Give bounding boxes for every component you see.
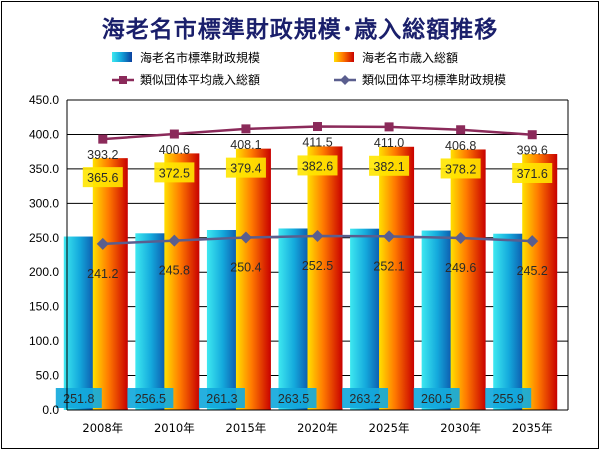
point-similar-avg-fiscal-scale [168,234,181,247]
x-tick-label: 2008年 [82,421,123,435]
y-tick-label: 100.0 [29,334,59,348]
point-similar-avg-fiscal-scale [454,232,467,245]
data-label-bg [198,388,245,408]
point-similar-avg-fiscal-scale [239,231,252,244]
data-label-similar-avg-revenue: 400.6 [159,143,190,157]
point-similar-avg-revenue [456,125,466,135]
bar-revenue-total [235,148,271,410]
point-similar-avg-fiscal-scale [383,230,396,243]
x-tick-label: 2020年 [297,421,338,435]
data-label-revenue-total: 382.1 [373,160,404,174]
legend-marker [119,76,127,84]
data-label-bg [270,388,317,408]
y-tick-label: 450.0 [29,93,59,107]
bar-revenue-total [164,153,200,410]
y-tick-label: 150.0 [29,300,59,314]
y-tick-label: 50.0 [36,369,60,383]
x-tick-label: 2025年 [369,421,410,435]
data-label-standard-fiscal-scale: 251.8 [63,392,94,406]
bar-revenue-total [522,154,558,410]
bar-revenue-total [379,146,415,410]
data-label-similar-avg-fiscal-scale: 250.4 [230,261,261,275]
data-label-bg [225,157,266,178]
y-tick-label: 200.0 [29,265,59,279]
data-label-revenue-total: 365.6 [87,171,118,185]
data-label-bg [342,388,389,408]
data-label-similar-avg-fiscal-scale: 245.8 [159,264,190,278]
data-label-similar-avg-fiscal-scale: 249.6 [445,261,476,275]
data-label-bg [485,388,532,408]
point-similar-avg-fiscal-scale [311,230,324,243]
data-label-similar-avg-revenue: 393.2 [87,148,118,162]
data-label-similar-avg-revenue: 411.0 [374,136,404,150]
legend-marker [340,75,350,85]
data-label-standard-fiscal-scale: 261.3 [206,392,237,406]
x-tick-label: 2030年 [440,421,481,435]
data-label-bg [512,163,553,184]
legend-swatch-revenue-total [334,52,354,62]
data-label-revenue-total: 371.6 [517,167,548,181]
data-label-revenue-total: 382.6 [302,159,333,173]
point-similar-avg-fiscal-scale [96,237,109,250]
data-label-standard-fiscal-scale: 255.9 [493,392,524,406]
legend-label: 海老名市歳入総額 [362,50,458,65]
data-label-similar-avg-fiscal-scale: 252.1 [373,259,404,273]
data-label-similar-avg-revenue: 408.1 [230,138,261,152]
bar-revenue-total [92,158,128,410]
data-label-revenue-total: 379.4 [230,162,261,176]
data-label-similar-avg-fiscal-scale: 245.2 [517,264,548,278]
point-similar-avg-revenue [98,134,108,144]
data-label-bg [127,388,174,408]
data-label-similar-avg-revenue: 411.5 [302,136,332,150]
data-label-revenue-total: 372.5 [159,166,190,180]
legend-swatch-standard-fiscal-scale [112,52,132,62]
x-tick-label: 2015年 [226,421,267,435]
legend-label: 類似団体平均歳入総額 [140,73,260,87]
y-tick-label: 250.0 [29,231,59,245]
legend-label: 類似団体平均標準財政規模 [362,72,506,87]
y-tick-label: 350.0 [29,162,59,176]
data-label-bg [154,162,195,183]
data-label-bg [297,155,338,176]
point-similar-avg-fiscal-scale [526,235,539,248]
data-label-similar-avg-fiscal-scale: 252.5 [302,259,333,273]
data-label-standard-fiscal-scale: 256.5 [135,392,166,406]
y-tick-label: 300.0 [29,196,59,210]
data-label-similar-avg-fiscal-scale: 241.2 [87,267,118,281]
data-label-similar-avg-revenue: 406.8 [445,139,476,153]
bar-revenue-total [450,149,486,410]
data-label-bg [369,155,410,176]
data-label-bg [413,388,460,408]
legend-label: 海老名市標準財政規模 [140,50,260,65]
data-label-standard-fiscal-scale: 260.5 [421,392,452,406]
data-label-revenue-total: 378.2 [445,162,476,176]
data-label-similar-avg-revenue: 399.6 [517,144,548,158]
y-tick-label: 0.0 [42,403,59,417]
point-similar-avg-revenue [169,129,179,139]
data-label-standard-fiscal-scale: 263.5 [278,392,309,406]
point-similar-avg-revenue [313,122,322,132]
chart-title: 海老名市標準財政規模･歳入総額推移 [101,17,499,43]
point-similar-avg-revenue [384,122,394,132]
x-tick-label: 2035年 [512,421,553,435]
data-label-bg [82,167,123,188]
y-tick-label: 400.0 [29,127,59,141]
data-label-standard-fiscal-scale: 263.2 [349,392,380,406]
point-similar-avg-revenue [241,124,251,134]
point-similar-avg-revenue [527,130,537,140]
x-tick-label: 2010年 [154,421,195,435]
bar-revenue-total [307,146,343,411]
data-label-bg [440,158,481,179]
